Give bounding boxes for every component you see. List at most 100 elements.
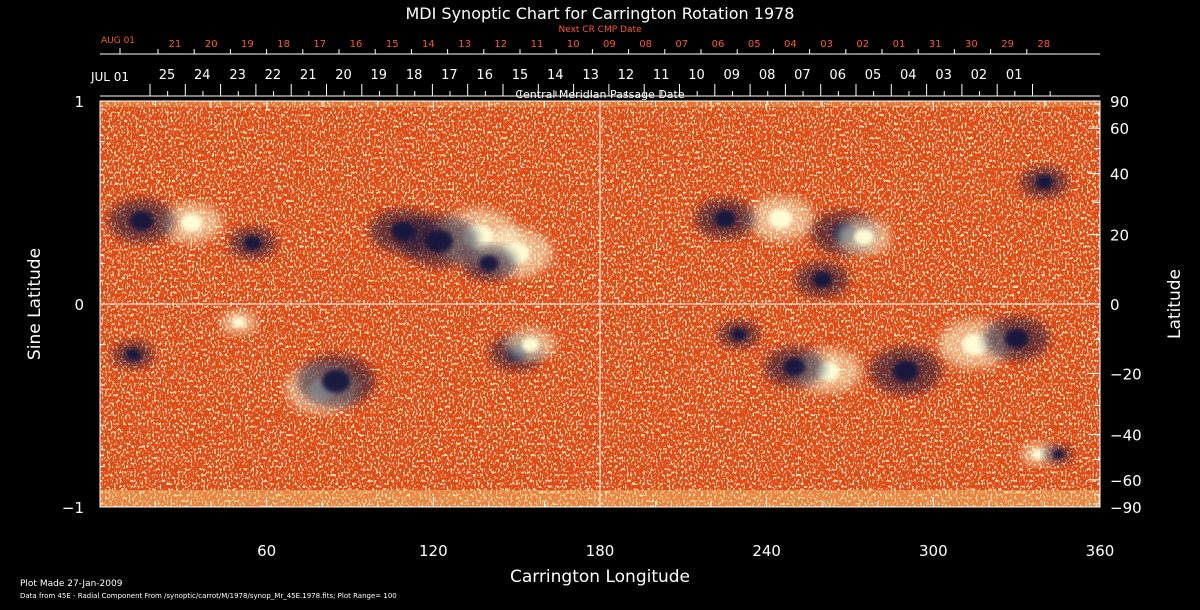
next-cr-day: 19 — [241, 39, 254, 50]
y-axis-title-right: Latitude — [1165, 269, 1185, 339]
active-region-core-20 — [1004, 328, 1029, 349]
axes: 60 120 180 240 300 360 1 0 −1 90 60 40 20 0 −20 −40 −60 −… — [62, 93, 1142, 560]
chart-title: MDI Synoptic Chart for Carrington Rotati… — [406, 4, 795, 23]
y-right-tick-label: 90 — [1110, 93, 1129, 111]
active-region-core-12 — [714, 209, 736, 228]
active-region-core-8 — [180, 213, 203, 232]
active-region-core-26 — [232, 316, 246, 328]
next-cr-day: 21 — [169, 39, 182, 50]
active-region-core-11 — [768, 208, 793, 229]
cmp-axis-title: Central Meridian Passage Date — [515, 88, 684, 101]
next-cr-day: 12 — [494, 39, 507, 50]
active-region-core-14 — [853, 228, 874, 246]
cmp-day: 09 — [724, 68, 741, 83]
x-tick-label: 120 — [419, 542, 448, 560]
active-region-core-19 — [961, 333, 989, 356]
active-region-core-9 — [129, 210, 154, 231]
y-right-tick-label: 60 — [1110, 120, 1129, 138]
cmp-day: 05 — [865, 68, 882, 83]
next-cr-day: 29 — [1001, 39, 1014, 50]
y-right-tick-label: 20 — [1110, 227, 1129, 245]
cmp-day: 04 — [900, 68, 917, 83]
y-right-tick-label: −40 — [1110, 426, 1142, 444]
cmp-day: 16 — [476, 68, 493, 83]
y-right-tick-label: −90 — [1110, 499, 1142, 517]
next-cr-day: 15 — [386, 39, 399, 50]
active-region-core-10 — [243, 235, 262, 251]
next-cr-day: 13 — [458, 39, 471, 50]
cmp-day: 22 — [265, 68, 282, 83]
footer-plot-date: Plot Made 27-Jan-2009 — [20, 579, 123, 589]
next-cr-day: 31 — [929, 39, 942, 50]
cmp-day: 08 — [759, 68, 776, 83]
x-tick-label: 360 — [1086, 542, 1115, 560]
x-tick-label: 300 — [919, 542, 948, 560]
next-cr-day: 09 — [603, 39, 616, 50]
cmp-day: 14 — [547, 68, 564, 83]
next-cr-day: 06 — [712, 39, 725, 50]
active-region-core-28 — [731, 328, 747, 341]
y-left-tick-label: 1 — [74, 93, 84, 111]
cmp-day: 12 — [618, 68, 635, 83]
cmp-day: 11 — [653, 68, 670, 83]
active-region-core-22 — [1052, 449, 1064, 459]
active-region-core-5 — [390, 221, 415, 241]
next-cr-day: 04 — [784, 39, 797, 50]
next-cr-day: 20 — [205, 39, 218, 50]
next-cr-day: 14 — [422, 39, 435, 50]
x-tick-label: 180 — [586, 542, 615, 560]
x-tick-label: 240 — [752, 542, 781, 560]
active-region-core-15 — [812, 271, 833, 288]
active-region-core-24 — [521, 337, 540, 352]
cmp-day: 10 — [688, 68, 705, 83]
cmp-day: 20 — [335, 68, 352, 83]
next-cr-day: 07 — [675, 39, 688, 50]
next-cr-day: 18 — [277, 39, 290, 50]
next-cr-day: 05 — [748, 39, 761, 50]
next-cr-day: 01 — [893, 39, 906, 50]
y-right-tick-label: −20 — [1110, 365, 1142, 383]
cmp-day: 03 — [935, 68, 952, 83]
cmp-day: 19 — [371, 68, 388, 83]
active-region-core-21 — [1032, 448, 1046, 460]
cmp-day: 07 — [794, 68, 811, 83]
next-cr-day: 03 — [820, 39, 833, 50]
y-right-tick-label: 40 — [1110, 166, 1129, 184]
cmp-day: 06 — [829, 68, 846, 83]
y-left-tick-label: 0 — [74, 296, 84, 314]
cmp-day: 01 — [1006, 68, 1023, 83]
cmp-day: 21 — [300, 68, 317, 83]
next-cr-day: 08 — [639, 39, 652, 50]
y-right-tick-label: −60 — [1110, 472, 1142, 490]
next-cr-start-label: AUG 01 — [101, 36, 135, 46]
cmp-day: 13 — [582, 68, 599, 83]
date-axes: Next CR CMP Date AUG 01 21 20 19 18 17 16 15 14 13… — [90, 25, 1100, 101]
active-region-core-27 — [1035, 175, 1054, 190]
cmp-day: 17 — [441, 68, 458, 83]
y-left-tick-label: −1 — [62, 499, 84, 517]
next-cr-day: 16 — [350, 39, 363, 50]
next-cr-day: 17 — [313, 39, 326, 50]
next-cr-axis-title: Next CR CMP Date — [558, 25, 642, 35]
y-right-tick-label: 0 — [1110, 296, 1120, 314]
active-region-core-18 — [892, 360, 919, 382]
cmp-start-label: JUL 01 — [90, 70, 129, 84]
active-regions — [108, 166, 1074, 467]
active-region-core-7 — [478, 255, 499, 272]
cmp-day: 02 — [971, 68, 988, 83]
cmp-day: 25 — [159, 68, 176, 83]
active-region-core-17 — [783, 357, 806, 376]
next-cr-day: 02 — [856, 39, 869, 50]
cmp-day: 23 — [229, 68, 246, 83]
cmp-day: 18 — [406, 68, 423, 83]
cmp-day: 24 — [194, 68, 211, 83]
next-cr-day: 10 — [567, 39, 580, 50]
active-region-core-2 — [321, 369, 351, 393]
next-cr-day: 11 — [531, 39, 544, 50]
next-cr-day: 28 — [1037, 39, 1050, 50]
x-tick-label: 60 — [257, 542, 276, 560]
active-region-core-25 — [125, 348, 142, 362]
next-cr-day: 30 — [965, 39, 978, 50]
y-axis-title-left: Sine Latitude — [25, 248, 45, 360]
